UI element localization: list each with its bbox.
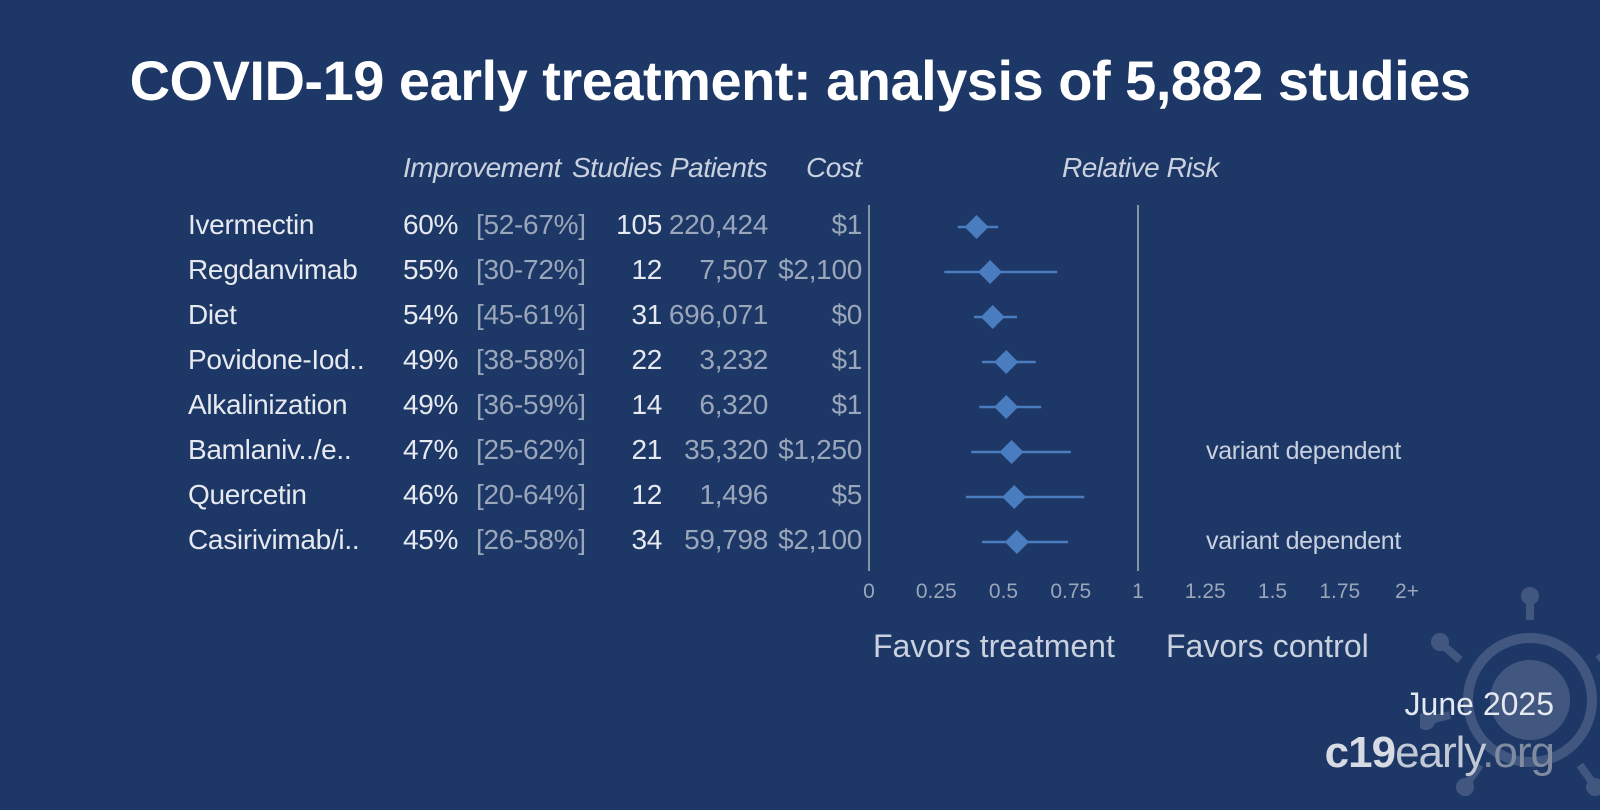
cell-patients: 6,320 <box>699 389 768 420</box>
point-marker <box>994 350 1019 374</box>
cell-name: Diet <box>188 299 237 330</box>
cell-ci: [36-59%] <box>476 389 586 420</box>
brand-part-c19: c19 <box>1324 728 1396 777</box>
cell-patients: 1,496 <box>699 479 768 510</box>
point-marker <box>980 305 1005 329</box>
cell-studies: 105 <box>616 209 662 240</box>
cell-patients: 3,232 <box>699 344 768 375</box>
point-marker <box>964 215 989 239</box>
cell-cost: $1,250 <box>778 434 862 465</box>
brand-logo[interactable]: c19early.org <box>1324 728 1555 778</box>
x-tick-label: 1.25 <box>1185 580 1226 603</box>
cell-studies: 31 <box>631 299 662 330</box>
cell-cost: $5 <box>831 479 862 510</box>
page-title: COVID-19 early treatment: analysis of 5,… <box>129 49 1471 112</box>
cell-improvement: 47% <box>403 434 459 465</box>
cell-cost: $2,100 <box>778 254 862 285</box>
cell-name: Bamlaniv../e.. <box>188 434 352 465</box>
cell-improvement: 45% <box>403 524 459 555</box>
x-tick-label: 2+ <box>1395 580 1419 603</box>
cell-ci: [38-58%] <box>476 344 586 375</box>
cell-name: Ivermectin <box>188 209 315 240</box>
cell-name: Regdanvimab <box>188 254 358 285</box>
cell-improvement: 55% <box>403 254 459 285</box>
cell-patients: 35,320 <box>684 434 768 465</box>
cell-ci: [20-64%] <box>476 479 586 510</box>
x-tick-label: 0 <box>863 580 875 603</box>
header-cost: Cost <box>806 152 862 183</box>
point-marker <box>999 440 1024 464</box>
cell-patients: 7,507 <box>699 254 768 285</box>
point-marker <box>1002 485 1027 509</box>
point-marker <box>994 395 1019 419</box>
cell-name: Quercetin <box>188 479 307 510</box>
x-tick-label: 1 <box>1132 580 1144 603</box>
report-date: June 2025 <box>1404 686 1554 722</box>
point-marker <box>1004 530 1029 554</box>
cell-note: variant dependent <box>1206 437 1402 465</box>
cell-studies: 22 <box>631 344 662 375</box>
cell-cost: $1 <box>831 344 862 375</box>
cell-ci: [25-62%] <box>476 434 586 465</box>
cell-studies: 21 <box>631 434 662 465</box>
header-improvement: Improvement <box>403 152 561 183</box>
favors-treatment-label: Favors treatment <box>873 628 1115 664</box>
brand-part-early: early <box>1395 728 1483 777</box>
cell-cost: $2,100 <box>778 524 862 555</box>
cell-name: Casirivimab/i.. <box>188 524 360 555</box>
cell-note: variant dependent <box>1206 527 1402 555</box>
cell-improvement: 49% <box>403 389 459 420</box>
x-tick-label: 1.5 <box>1258 580 1287 603</box>
cell-improvement: 60% <box>403 209 459 240</box>
x-tick-label: 0.5 <box>989 580 1018 603</box>
cell-name: Alkalinization <box>188 389 348 420</box>
cell-name: Povidone-Iod.. <box>188 344 365 375</box>
cell-studies: 12 <box>631 479 662 510</box>
header-studies: Studies <box>572 152 662 183</box>
cell-cost: $1 <box>831 389 862 420</box>
header-patients: Patients <box>670 152 768 183</box>
cell-cost: $1 <box>831 209 862 240</box>
cell-patients: 696,071 <box>668 299 768 330</box>
cell-cost: $0 <box>831 299 862 330</box>
cell-patients: 59,798 <box>684 524 768 555</box>
cell-ci: [26-58%] <box>476 524 586 555</box>
point-marker <box>978 260 1003 284</box>
favors-control-label: Favors control <box>1166 628 1369 664</box>
cell-patients: 220,424 <box>668 209 768 240</box>
cell-improvement: 46% <box>403 479 459 510</box>
cell-ci: [45-61%] <box>476 299 586 330</box>
x-tick-label: 0.25 <box>916 580 957 603</box>
cell-studies: 12 <box>631 254 662 285</box>
x-tick-label: 1.75 <box>1319 580 1360 603</box>
cell-studies: 14 <box>631 389 662 420</box>
x-tick-label: 0.75 <box>1050 580 1091 603</box>
brand-part-org: .org <box>1482 728 1555 777</box>
cell-improvement: 54% <box>403 299 459 330</box>
cell-ci: [30-72%] <box>476 254 586 285</box>
virus-icon <box>1420 587 1600 796</box>
cell-ci: [52-67%] <box>476 209 586 240</box>
header-relative-risk: Relative Risk <box>1062 152 1219 183</box>
cell-studies: 34 <box>631 524 662 555</box>
cell-improvement: 49% <box>403 344 459 375</box>
